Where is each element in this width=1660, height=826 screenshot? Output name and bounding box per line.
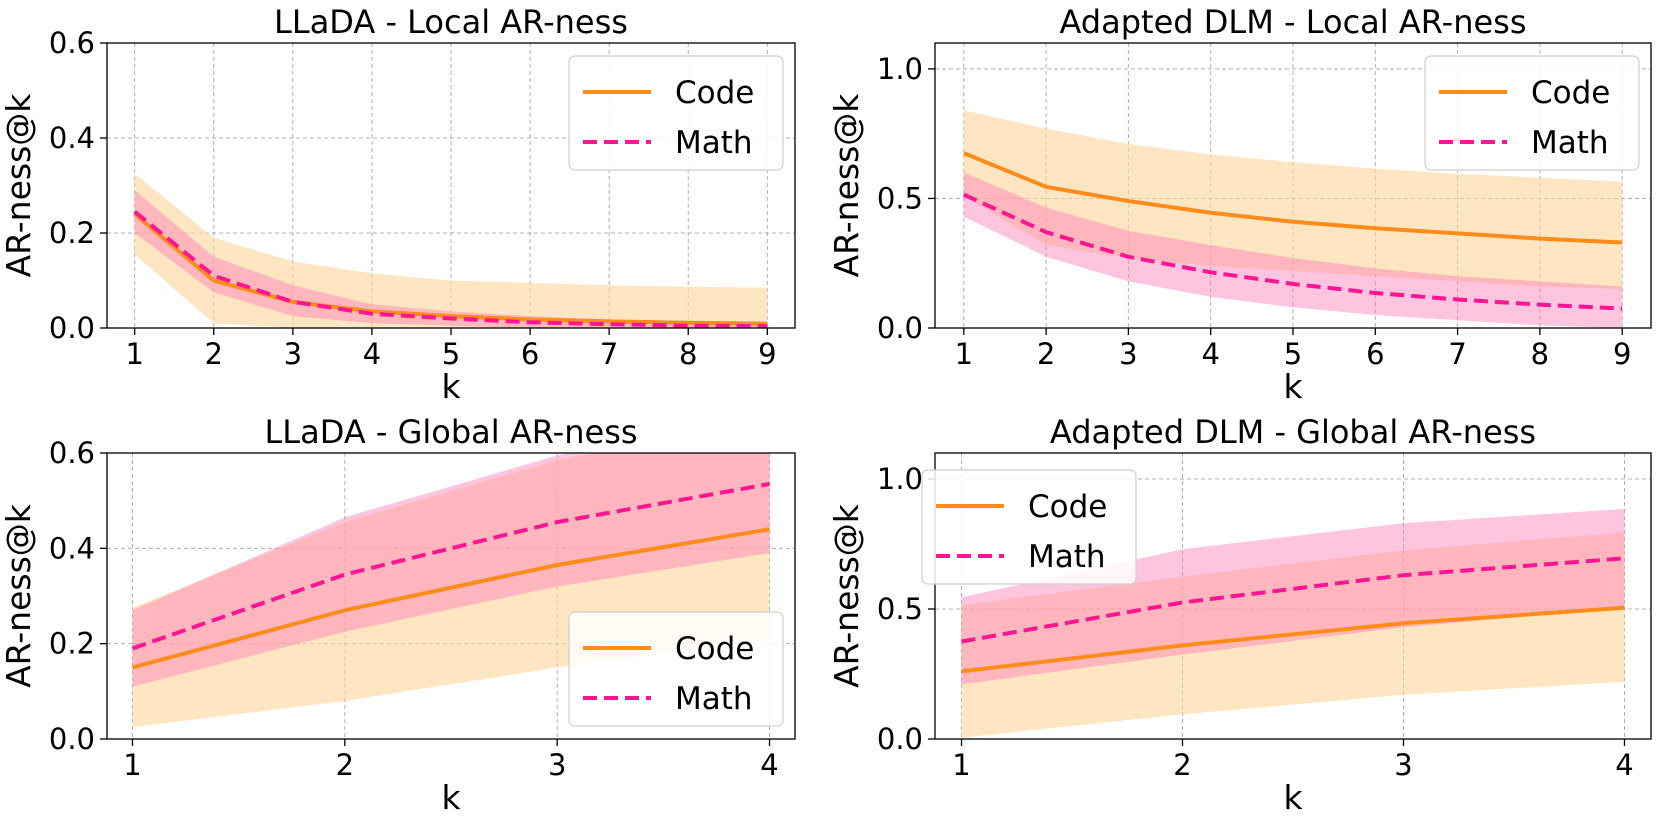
legend-label-code: Code (675, 75, 754, 111)
legend-box (1424, 55, 1640, 171)
band-math (963, 172, 1623, 328)
band-code (134, 173, 768, 328)
x-tick-label: 5 (1284, 337, 1302, 371)
y-tick-label: 0.5 (877, 592, 923, 626)
legend-label-code: Code (675, 631, 754, 667)
x-axis-label: k (1283, 367, 1303, 406)
x-tick-label: 1 (955, 337, 973, 371)
legend-label-math: Math (1531, 125, 1609, 161)
series-line-code (963, 151, 1623, 245)
band-math (134, 190, 768, 328)
y-tick-label: 1.0 (877, 52, 923, 86)
x-tick-label: 2 (205, 337, 223, 371)
series-line-code (131, 527, 770, 670)
band-code (963, 110, 1623, 290)
y-tick-label: 1.0 (877, 462, 923, 496)
legend: Code Math (921, 469, 1137, 585)
band-math (961, 508, 1625, 685)
chart-title: Adapted DLM - Local AR-ness (1059, 3, 1526, 41)
series-line-math (961, 556, 1625, 644)
x-tick-label: 4 (1201, 337, 1219, 371)
legend-box (921, 469, 1137, 585)
y-tick-label: 0.0 (49, 311, 95, 345)
chart-title: LLaDA - Local AR-ness (274, 3, 628, 41)
x-tick-label: 6 (1366, 337, 1384, 371)
y-tick-label: 0.4 (49, 121, 95, 155)
legend: Code Math (568, 611, 784, 727)
x-tick-label: 1 (125, 337, 143, 371)
y-tick-label: 0.0 (877, 722, 923, 756)
chart-panel-p1: 1 2 3 4 5 6 7 8 9 0.0 0.2 0.4 0.6 LLaDA - Local AR-ne… (0, 3, 796, 406)
x-tick-label: 6 (521, 337, 539, 371)
x-tick-label: 4 (1615, 748, 1633, 782)
y-tick-label: 0.5 (877, 181, 923, 215)
x-tick-label: 4 (363, 337, 381, 371)
legend: Code Math (1424, 55, 1640, 171)
x-tick-label: 9 (758, 337, 776, 371)
series-line-math (133, 210, 768, 328)
series-line-math (131, 482, 770, 651)
x-tick-label: 5 (442, 337, 460, 371)
legend-label-code: Code (1531, 75, 1610, 111)
x-axis-label: k (1283, 778, 1303, 817)
x-tick-label: 3 (1394, 748, 1412, 782)
x-tick-label: 8 (1531, 337, 1549, 371)
x-tick-label: 3 (1119, 337, 1137, 371)
legend-label-math: Math (675, 125, 753, 161)
y-tick-label: 0.2 (49, 216, 95, 250)
x-tick-label: 7 (1448, 337, 1466, 371)
series-line-code (133, 212, 768, 326)
plot-frame (934, 452, 1652, 740)
y-tick-label: 0.0 (49, 722, 95, 756)
legend-box (568, 611, 784, 727)
x-tick-label: 2 (1037, 337, 1055, 371)
chart-panel-p4: 1 2 3 4 0.0 0.5 1.0 Adapted DLM - Global AR-nes… (827, 413, 1652, 817)
y-axis-label: AR-ness@k (0, 93, 38, 278)
y-tick-label: 0.6 (49, 26, 95, 60)
legend-label-code: Code (1028, 489, 1107, 525)
y-tick-label: 0.6 (49, 436, 95, 470)
x-tick-label: 4 (760, 748, 778, 782)
x-tick-label: 1 (952, 748, 970, 782)
band-math (132, 453, 770, 687)
legend-label-math: Math (675, 681, 753, 717)
x-tick-label: 7 (600, 337, 618, 371)
legend-box (568, 55, 784, 171)
chart-title: LLaDA - Global AR-ness (264, 413, 637, 451)
y-axis-label: AR-ness@k (827, 503, 866, 688)
y-axis-label: AR-ness@k (0, 503, 38, 688)
legend: Code Math (568, 55, 784, 171)
x-tick-label: 2 (1173, 748, 1191, 782)
chart-panel-p2: 1 2 3 4 5 6 7 8 9 0.0 0.5 1.0 Adapted DLM - Local AR… (827, 3, 1652, 406)
chart-panel-p3: 1 2 3 4 0.0 0.2 0.4 0.6 LLaDA - Global AR-ness k A… (0, 413, 796, 817)
y-axis-label: AR-ness@k (827, 93, 866, 278)
plot-frame (106, 452, 796, 740)
y-tick-label: 0.0 (877, 311, 923, 345)
x-axis-label: k (441, 367, 461, 406)
series-line-code (961, 605, 1625, 674)
x-tick-label: 1 (123, 748, 141, 782)
legend-label-math: Math (1028, 539, 1106, 575)
x-tick-label: 3 (548, 748, 566, 782)
x-tick-label: 8 (679, 337, 697, 371)
x-axis-label: k (441, 778, 461, 817)
y-tick-label: 0.2 (49, 627, 95, 661)
x-tick-label: 2 (336, 748, 354, 782)
y-tick-label: 0.4 (49, 531, 95, 565)
chart-title: Adapted DLM - Global AR-ness (1050, 413, 1536, 451)
series-line-math (962, 192, 1623, 311)
x-tick-label: 9 (1613, 337, 1631, 371)
x-tick-label: 3 (284, 337, 302, 371)
